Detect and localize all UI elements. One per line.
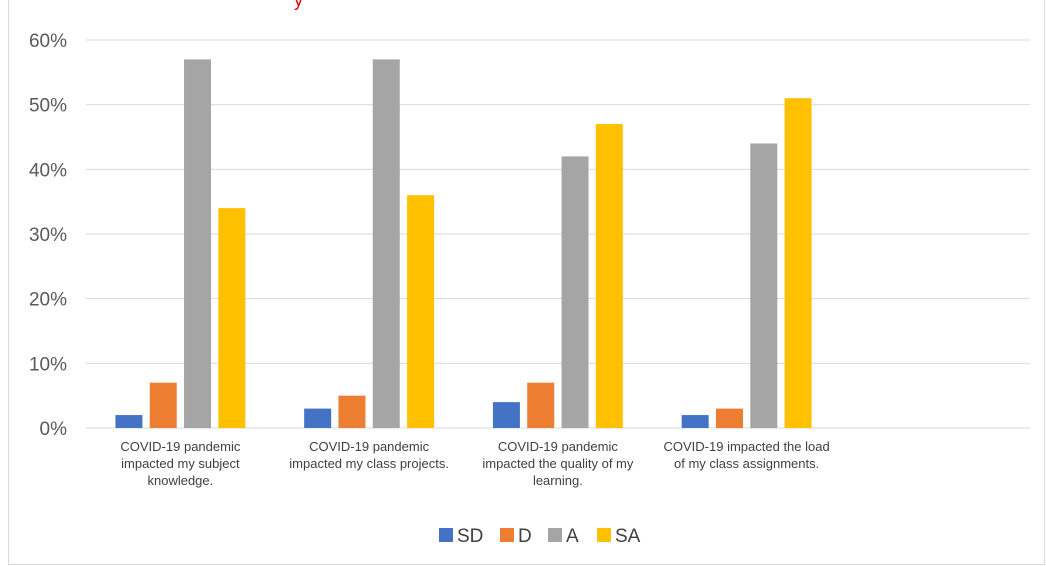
- bar-a: [372, 59, 400, 429]
- bar-a: [750, 143, 778, 428]
- bar-sa: [407, 195, 435, 428]
- legend-label-sa: SA: [615, 526, 641, 547]
- bar-sa: [595, 124, 623, 429]
- x-tick-label: impacted my class projects.: [289, 456, 449, 471]
- legend-label-sd: SD: [457, 526, 483, 547]
- bar-sd: [492, 402, 520, 428]
- legend-label-d: D: [518, 526, 532, 547]
- y-tick-label: 50%: [29, 96, 67, 117]
- legend-swatch-d: [500, 528, 514, 542]
- x-tick-label: COVID-19 pandemic: [309, 439, 429, 454]
- y-tick-label: 10%: [29, 354, 67, 375]
- y-tick-label: 40%: [29, 160, 67, 181]
- x-tick-label: impacted my subject: [121, 456, 240, 471]
- chart-title-fragment: y: [294, 0, 303, 10]
- bar-a: [184, 59, 212, 429]
- x-tick-label: COVID-19 pandemic: [120, 439, 240, 454]
- bar-d: [149, 382, 177, 428]
- y-tick-label: 0%: [40, 419, 68, 440]
- x-tick-label: COVID-19 pandemic: [498, 439, 618, 454]
- legend-swatch-sd: [439, 528, 453, 542]
- y-tick-label: 60%: [29, 31, 67, 52]
- legend-swatch-a: [548, 528, 562, 542]
- bar-a: [561, 156, 589, 428]
- x-tick-label: of my class assignments.: [674, 456, 819, 471]
- y-tick-label: 20%: [29, 290, 67, 311]
- x-tick-label: COVID-19 impacted the load: [664, 439, 830, 454]
- x-tick-label: impacted the quality of my: [482, 456, 634, 471]
- bar-sd: [115, 415, 143, 428]
- bar-sd: [681, 415, 709, 428]
- x-tick-label: learning.: [533, 473, 583, 488]
- bar-sd: [304, 408, 332, 428]
- bar-d: [715, 408, 743, 428]
- bar-d: [527, 382, 555, 428]
- legend-swatch-sa: [597, 528, 611, 542]
- chart-frame: [8, 0, 1045, 565]
- legend-label-a: A: [566, 526, 579, 547]
- bar-d: [338, 395, 366, 428]
- x-tick-label: knowledge.: [147, 473, 213, 488]
- y-tick-label: 30%: [29, 225, 67, 246]
- bar-sa: [218, 208, 246, 428]
- bar-sa: [784, 98, 812, 428]
